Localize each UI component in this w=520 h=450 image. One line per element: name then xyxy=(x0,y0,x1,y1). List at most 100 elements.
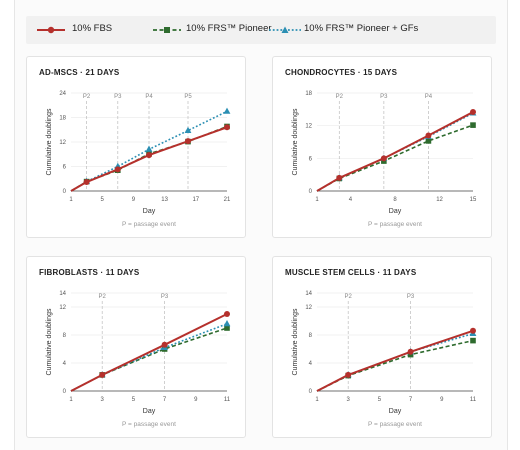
passage-label: P2 xyxy=(99,294,107,300)
x-tick-label: 12 xyxy=(436,197,443,203)
chart-panel-fibroblasts: FIBROBLASTS · 11 DAYS 0 4 8 12 14 1 3 5 7 9 11 P2 P3… xyxy=(26,256,246,438)
x-tick-label: 3 xyxy=(347,397,351,403)
y-tick-label: 18 xyxy=(305,91,312,97)
y-tick-label: 0 xyxy=(63,189,67,195)
y-axis-label: Cumulative doublings xyxy=(46,308,53,375)
chart-legend: 10% FBS 10% FRS™ Pioneer 10% FRS™ Pionee… xyxy=(26,16,496,44)
x-tick-label: 1 xyxy=(315,397,319,403)
x-tick-label: 13 xyxy=(161,197,168,203)
x-axis-label: Day xyxy=(389,408,402,415)
chart-fibroblasts: 0 4 8 12 14 1 3 5 7 9 11 P2 P3 Day Cumulative doubling… xyxy=(46,291,231,428)
data-point-gfs xyxy=(223,107,231,114)
x-tick-label: 3 xyxy=(101,397,105,403)
chart-chondrocytes: 0 6 12 18 1 4 8 12 15 P2 P3 P4 Day Cumulative doublin… xyxy=(292,91,477,228)
y-axis-label: Cumulative doublings xyxy=(292,308,299,375)
panel-title: FIBROBLASTS · 11 DAYS xyxy=(39,268,140,277)
x-tick-label: 5 xyxy=(378,397,382,403)
data-point-fbs xyxy=(185,138,191,145)
series-line-gfs xyxy=(316,332,474,392)
y-tick-label: 14 xyxy=(59,291,66,297)
data-point-pioneer xyxy=(470,337,476,344)
passage-label: P3 xyxy=(161,294,169,300)
x-axis-label: Day xyxy=(143,408,156,415)
y-tick-label: 0 xyxy=(309,189,313,195)
passage-label: P2 xyxy=(83,94,91,100)
x-tick-label: 11 xyxy=(224,397,231,403)
data-point-fbs xyxy=(380,155,387,162)
data-point-fbs xyxy=(83,179,90,186)
x-tick-label: 9 xyxy=(194,397,198,403)
series-line-gfs xyxy=(70,323,228,392)
data-point-pioneer xyxy=(425,138,432,144)
legend-label-fbs: 10% FBS xyxy=(72,23,113,34)
passage-note: P = passage event xyxy=(368,421,422,428)
y-tick-label: 4 xyxy=(63,361,67,367)
x-tick-label: 9 xyxy=(132,197,136,203)
data-point-fbs xyxy=(161,341,168,348)
y-tick-label: 18 xyxy=(59,116,66,122)
data-point-gfs xyxy=(184,126,192,133)
x-tick-label: 5 xyxy=(101,197,105,203)
passage-label: P4 xyxy=(145,94,153,100)
passage-label: P3 xyxy=(407,294,415,300)
legend-swatch-fbs xyxy=(37,26,65,34)
passage-note: P = passage event xyxy=(122,221,176,228)
y-tick-label: 8 xyxy=(309,333,313,339)
passage-label: P5 xyxy=(184,94,192,100)
data-point-gfs xyxy=(145,145,153,152)
x-tick-label: 1 xyxy=(69,197,73,203)
y-axis-label: Cumulative doublings xyxy=(292,108,299,175)
passage-label: P3 xyxy=(114,94,122,100)
legend-swatch-gfs xyxy=(269,26,301,33)
y-tick-label: 6 xyxy=(63,165,67,171)
data-point-fbs xyxy=(345,371,352,378)
y-axis-label: Cumulative doublings xyxy=(46,108,53,175)
legend-label-pioneer: 10% FRS™ Pioneer xyxy=(186,23,272,34)
x-tick-label: 1 xyxy=(315,197,319,203)
panel-title: MUSCLE STEM CELLS · 11 DAYS xyxy=(285,268,417,277)
x-tick-label: 17 xyxy=(192,197,199,203)
y-tick-label: 12 xyxy=(305,305,312,311)
data-point-fbs xyxy=(224,311,230,317)
series-line-fbs xyxy=(316,329,474,392)
y-tick-label: 6 xyxy=(309,156,313,162)
x-tick-label: 21 xyxy=(224,197,231,203)
x-tick-label: 7 xyxy=(409,397,413,403)
chart-panel-muscle-stem-cells: MUSCLE STEM CELLS · 11 DAYS 0 4 8 12 14 1 3 5 7 9… xyxy=(272,256,492,438)
y-tick-label: 12 xyxy=(305,124,312,130)
passage-label: P3 xyxy=(380,94,388,100)
chart-panel-ad-mscs: AD-MSCS · 21 DAYS 0 6 12 18 24 1 5 9 13 17 21 P2 P3 P… xyxy=(26,56,246,238)
y-tick-label: 14 xyxy=(305,291,312,297)
x-tick-label: 9 xyxy=(440,397,444,403)
x-tick-label: 4 xyxy=(349,197,353,203)
data-point-fbs xyxy=(146,152,152,159)
x-tick-label: 5 xyxy=(132,397,136,403)
series-line-pioneer xyxy=(316,339,474,392)
y-tick-label: 12 xyxy=(59,305,66,311)
data-point-fbs xyxy=(114,166,121,173)
y-tick-label: 0 xyxy=(63,389,67,395)
data-point-fbs xyxy=(99,371,106,378)
data-point-fbs xyxy=(224,124,230,131)
y-tick-label: 0 xyxy=(309,389,313,395)
panel-title: AD-MSCS · 21 DAYS xyxy=(39,68,120,77)
passage-label: P4 xyxy=(425,94,433,100)
chart-muscle-stem-cells: 0 4 8 12 14 1 3 5 7 9 11 P2 P3 Day Cumulative doubling… xyxy=(292,291,477,428)
x-tick-label: 15 xyxy=(470,197,477,203)
data-point-fbs xyxy=(470,109,476,116)
y-tick-label: 12 xyxy=(59,140,66,146)
data-point-fbs xyxy=(336,174,343,181)
data-point-pioneer xyxy=(224,325,230,331)
series-line-fbs xyxy=(70,126,228,192)
data-point-pioneer xyxy=(470,122,476,128)
passage-label: P2 xyxy=(345,294,353,300)
passage-note: P = passage event xyxy=(368,221,422,228)
legend-swatch-pioneer xyxy=(153,27,181,33)
panel-title: CHONDROCYTES · 15 DAYS xyxy=(285,68,398,77)
x-axis-label: Day xyxy=(389,208,402,215)
legend-label-gfs: 10% FRS™ Pioneer + GFs xyxy=(304,23,419,34)
chart-ad-mscs: 0 6 12 18 24 1 5 9 13 17 21 P2 P3 P4 P5 Day Cumulative d… xyxy=(46,91,231,228)
x-tick-label: 1 xyxy=(69,397,73,403)
x-tick-label: 7 xyxy=(163,397,167,403)
chart-panel-chondrocytes: CHONDROCYTES · 15 DAYS 0 6 12 18 1 4 8 12 15 P2 P3… xyxy=(272,56,492,238)
